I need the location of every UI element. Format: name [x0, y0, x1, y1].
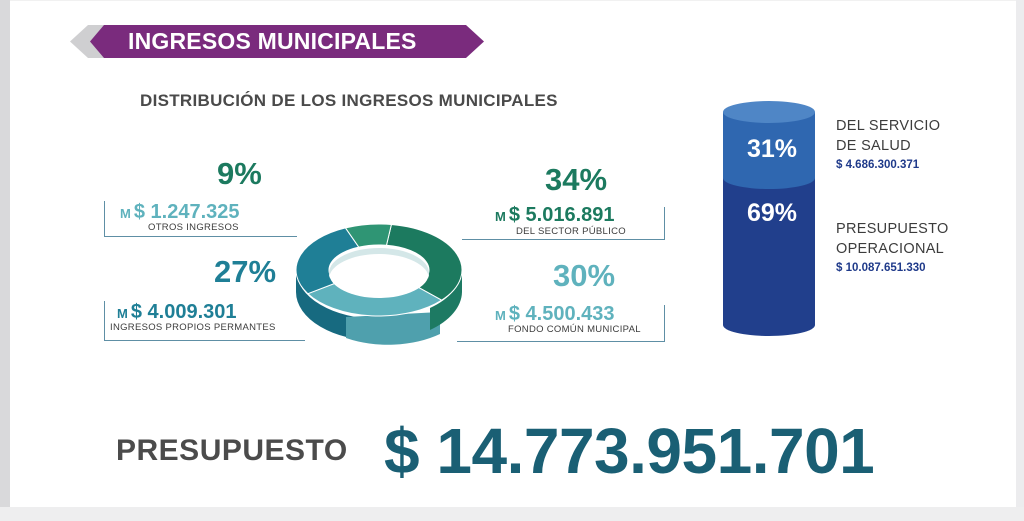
- header-ribbon: [90, 25, 484, 58]
- presupuesto-label: PRESUPUESTO: [116, 434, 348, 467]
- slice-percent-propios: 27%: [214, 254, 277, 289]
- cylinder-chart: [723, 101, 815, 336]
- slice-unit-otros: M: [120, 206, 131, 221]
- slice-amount-sector-publico: M $ 5.016.891: [495, 204, 615, 227]
- frame-top-line: [10, 0, 1016, 1]
- amount-salud: $ 4.686.300.371: [836, 159, 920, 171]
- label-salud-line1: DEL SERVICIO: [836, 118, 941, 134]
- cylinder-percent-salud: 31%: [747, 135, 798, 163]
- donut-slice-sector-publico: [385, 223, 463, 301]
- slice-unit-fondo-comun: M: [495, 308, 506, 323]
- slice-amount-otros: M $ 1.247.325: [120, 201, 240, 224]
- cylinder-segments: [723, 101, 815, 336]
- slice-percent-fondo-comun: 30%: [553, 258, 616, 293]
- slice-amount-fondo-comun-value: $ 4.500.433: [508, 303, 615, 325]
- bracket-fondo-comun: [457, 305, 665, 342]
- cylinder-top-cap: [723, 101, 815, 123]
- donut-side-right: [430, 270, 462, 330]
- slice-amount-sector-publico-value: $ 5.016.891: [508, 204, 615, 226]
- bracket-propios: [104, 301, 305, 341]
- amount-operacional: $ 10.087.651.330: [836, 262, 926, 274]
- slice-amount-propios-value: $ 4.009.301: [130, 301, 237, 323]
- frame-right: [1016, 0, 1024, 521]
- slice-amount-otros-value: $ 1.247.325: [133, 201, 240, 223]
- slice-label-sector-publico: DEL SECTOR PÚBLICO: [516, 226, 626, 237]
- label-salud: DEL SERVICIO DE SALUD: [836, 116, 940, 156]
- frame-bottom: [0, 507, 1024, 521]
- donut-hole-wall: [329, 248, 429, 279]
- slice-amount-fondo-comun: M $ 4.500.433: [495, 303, 615, 326]
- cylinder-segment-operacional: [723, 178, 815, 336]
- bracket-sector-publico: [462, 207, 665, 240]
- slice-label-propios: INGRESOS PROPIOS PERMANTES: [110, 322, 276, 333]
- donut-chart: [295, 223, 463, 345]
- bracket-otros: [104, 201, 297, 237]
- slice-unit-sector-publico: M: [495, 209, 506, 224]
- donut-hole: [329, 248, 429, 298]
- presupuesto-value: $ 14.773.951.701: [384, 415, 875, 487]
- frame-left: [0, 0, 10, 521]
- page-title: INGRESOS MUNICIPALES: [128, 28, 417, 54]
- slice-label-fondo-comun: FONDO COMÚN MUNICIPAL: [508, 324, 641, 335]
- slice-percent-otros: 9%: [217, 156, 262, 191]
- label-operacional-line1: PRESUPUESTO: [836, 221, 949, 237]
- label-operacional: PRESUPUESTO OPERACIONAL: [836, 219, 949, 259]
- donut-slice-otros: [344, 223, 393, 248]
- slice-percent-sector-publico: 34%: [545, 162, 608, 197]
- donut-side-bottom: [346, 312, 440, 345]
- slice-label-otros: OTROS INGRESOS: [148, 222, 239, 233]
- cylinder-percent-operacional: 69%: [747, 199, 798, 227]
- slice-unit-propios: M: [117, 306, 128, 321]
- slice-amount-propios: M $ 4.009.301: [117, 301, 237, 324]
- distribution-title: DISTRIBUCIÓN DE LOS INGRESOS MUNICIPALES: [140, 91, 558, 110]
- label-salud-line2: DE SALUD: [836, 138, 911, 154]
- label-operacional-line2: OPERACIONAL: [836, 241, 945, 257]
- cylinder-segment-salud: [723, 112, 815, 190]
